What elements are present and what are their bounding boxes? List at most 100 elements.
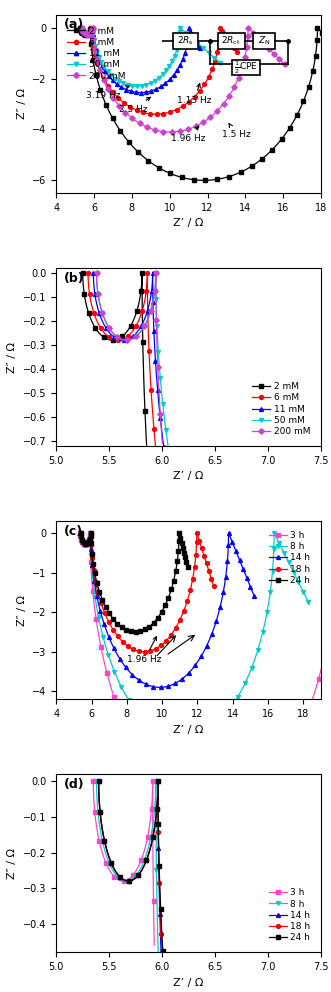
6 mM: [130, 326, 134, 338]
6 mM: [94, 53, 98, 64]
Line: 8 h: 8 h: [79, 531, 311, 711]
200 mM: [136, 328, 140, 340]
50 mM: [80, 22, 84, 34]
Line: 24 h: 24 h: [97, 780, 165, 958]
200 mM: [96, 60, 100, 71]
Line: 6 mM: 6 mM: [79, 26, 239, 116]
11 mM: [156, 384, 160, 396]
2 mM: [118, 125, 122, 137]
Legend: 3 h, 8 h, 14 h, 18 h, 24 h: 3 h, 8 h, 14 h, 18 h, 24 h: [265, 528, 314, 588]
18 h: [94, 578, 98, 590]
2 mM: [78, 24, 82, 36]
Text: 1.96 Hz: 1.96 Hz: [127, 637, 162, 664]
11 mM: [92, 283, 96, 295]
11 mM: [94, 45, 98, 57]
200 mM: [95, 267, 99, 279]
2 mM: [82, 286, 86, 298]
14 h: [107, 852, 111, 864]
200 mM: [284, 60, 288, 71]
2 mM: [88, 23, 92, 35]
18 h: [141, 646, 145, 658]
3 h: [150, 803, 154, 814]
24 h: [156, 807, 160, 819]
14 h: [97, 776, 101, 788]
50 mM: [95, 47, 99, 59]
6 mM: [99, 321, 103, 333]
18 h: [160, 934, 164, 946]
18 h: [160, 947, 164, 959]
Text: 2.5 Hz: 2.5 Hz: [118, 97, 150, 113]
2 mM: [78, 22, 82, 34]
18 h: [79, 527, 83, 539]
18 h: [89, 540, 93, 552]
200 mM: [159, 125, 163, 137]
18 h: [97, 776, 101, 788]
X-axis label: Z’ / Ω: Z’ / Ω: [173, 471, 204, 481]
11 mM: [91, 267, 95, 279]
6 mM: [150, 404, 154, 416]
2 mM: [81, 267, 85, 279]
8 h: [238, 688, 242, 700]
Y-axis label: Z″ / Ω: Z″ / Ω: [17, 88, 26, 119]
Y-axis label: Z″ / Ω: Z″ / Ω: [8, 848, 18, 879]
200 mM: [141, 119, 145, 131]
Text: (c): (c): [64, 525, 83, 538]
18 h: [138, 866, 142, 878]
11 mM: [133, 86, 137, 98]
50 mM: [219, 59, 223, 70]
11 mM: [116, 333, 120, 345]
11 mM: [80, 22, 84, 34]
24 h: [117, 869, 120, 881]
18 h: [123, 638, 127, 650]
Line: 3 h: 3 h: [78, 531, 331, 710]
Text: 1.13 Hz: 1.13 Hz: [177, 83, 212, 105]
3 h: [78, 527, 82, 539]
24 h: [84, 538, 88, 550]
200 mM: [167, 126, 171, 138]
14 h: [134, 872, 138, 884]
200 mM: [160, 437, 164, 449]
6 mM: [146, 107, 150, 119]
50 mM: [155, 319, 159, 331]
14 h: [156, 776, 160, 788]
8 h: [95, 788, 99, 800]
24 h: [132, 626, 136, 638]
24 h: [118, 620, 121, 632]
8 h: [96, 803, 100, 814]
18 h: [84, 538, 88, 550]
X-axis label: Z’ / Ω: Z’ / Ω: [173, 724, 204, 734]
Line: 8 h: 8 h: [95, 780, 160, 960]
Line: 2 mM: 2 mM: [78, 26, 331, 183]
8 h: [277, 537, 281, 549]
50 mM: [91, 28, 95, 40]
3 h: [149, 806, 153, 818]
Y-axis label: Z″ / Ω: Z″ / Ω: [8, 341, 18, 373]
200 mM: [80, 22, 84, 34]
8 h: [108, 859, 112, 871]
3 h: [151, 788, 155, 800]
Line: 11 mM: 11 mM: [80, 26, 202, 94]
Text: (b): (b): [64, 272, 85, 285]
2 mM: [315, 22, 319, 34]
Text: (a): (a): [64, 19, 84, 32]
200 mM: [154, 272, 158, 284]
Text: 1.5 Hz: 1.5 Hz: [221, 124, 250, 139]
X-axis label: Z’ / Ω: Z’ / Ω: [173, 977, 204, 988]
11 mM: [138, 86, 142, 98]
3 h: [152, 939, 156, 951]
24 h: [132, 874, 136, 886]
Text: 3.19 Hz: 3.19 Hz: [86, 85, 129, 99]
3 h: [80, 537, 84, 549]
2 mM: [84, 29, 88, 41]
50 mM: [86, 29, 90, 41]
Line: 14 h: 14 h: [97, 780, 163, 957]
18 h: [156, 807, 160, 819]
6 mM: [131, 103, 135, 115]
6 mM: [90, 31, 94, 43]
Legend: 2 mM, 6 mM, 11 mM, 50 mM, 200 mM: 2 mM, 6 mM, 11 mM, 50 mM, 200 mM: [249, 379, 314, 439]
11 mM: [95, 50, 99, 62]
50 mM: [129, 79, 133, 91]
3 h: [147, 821, 151, 833]
3 h: [150, 799, 154, 810]
6 mM: [86, 267, 90, 279]
